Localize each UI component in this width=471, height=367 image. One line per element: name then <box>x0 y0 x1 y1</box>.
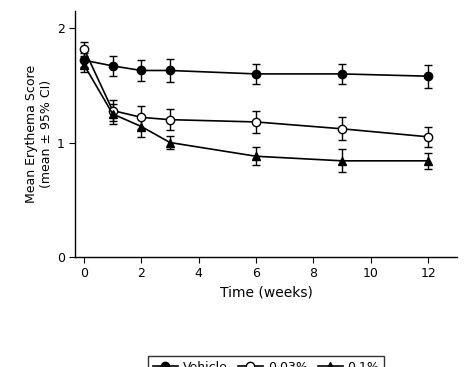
Y-axis label: Mean Erythema Score
(mean ± 95% CI): Mean Erythema Score (mean ± 95% CI) <box>25 65 53 203</box>
X-axis label: Time (weeks): Time (weeks) <box>219 286 313 300</box>
Legend: Vehicle, 0.03%, 0.1%: Vehicle, 0.03%, 0.1% <box>148 356 384 367</box>
